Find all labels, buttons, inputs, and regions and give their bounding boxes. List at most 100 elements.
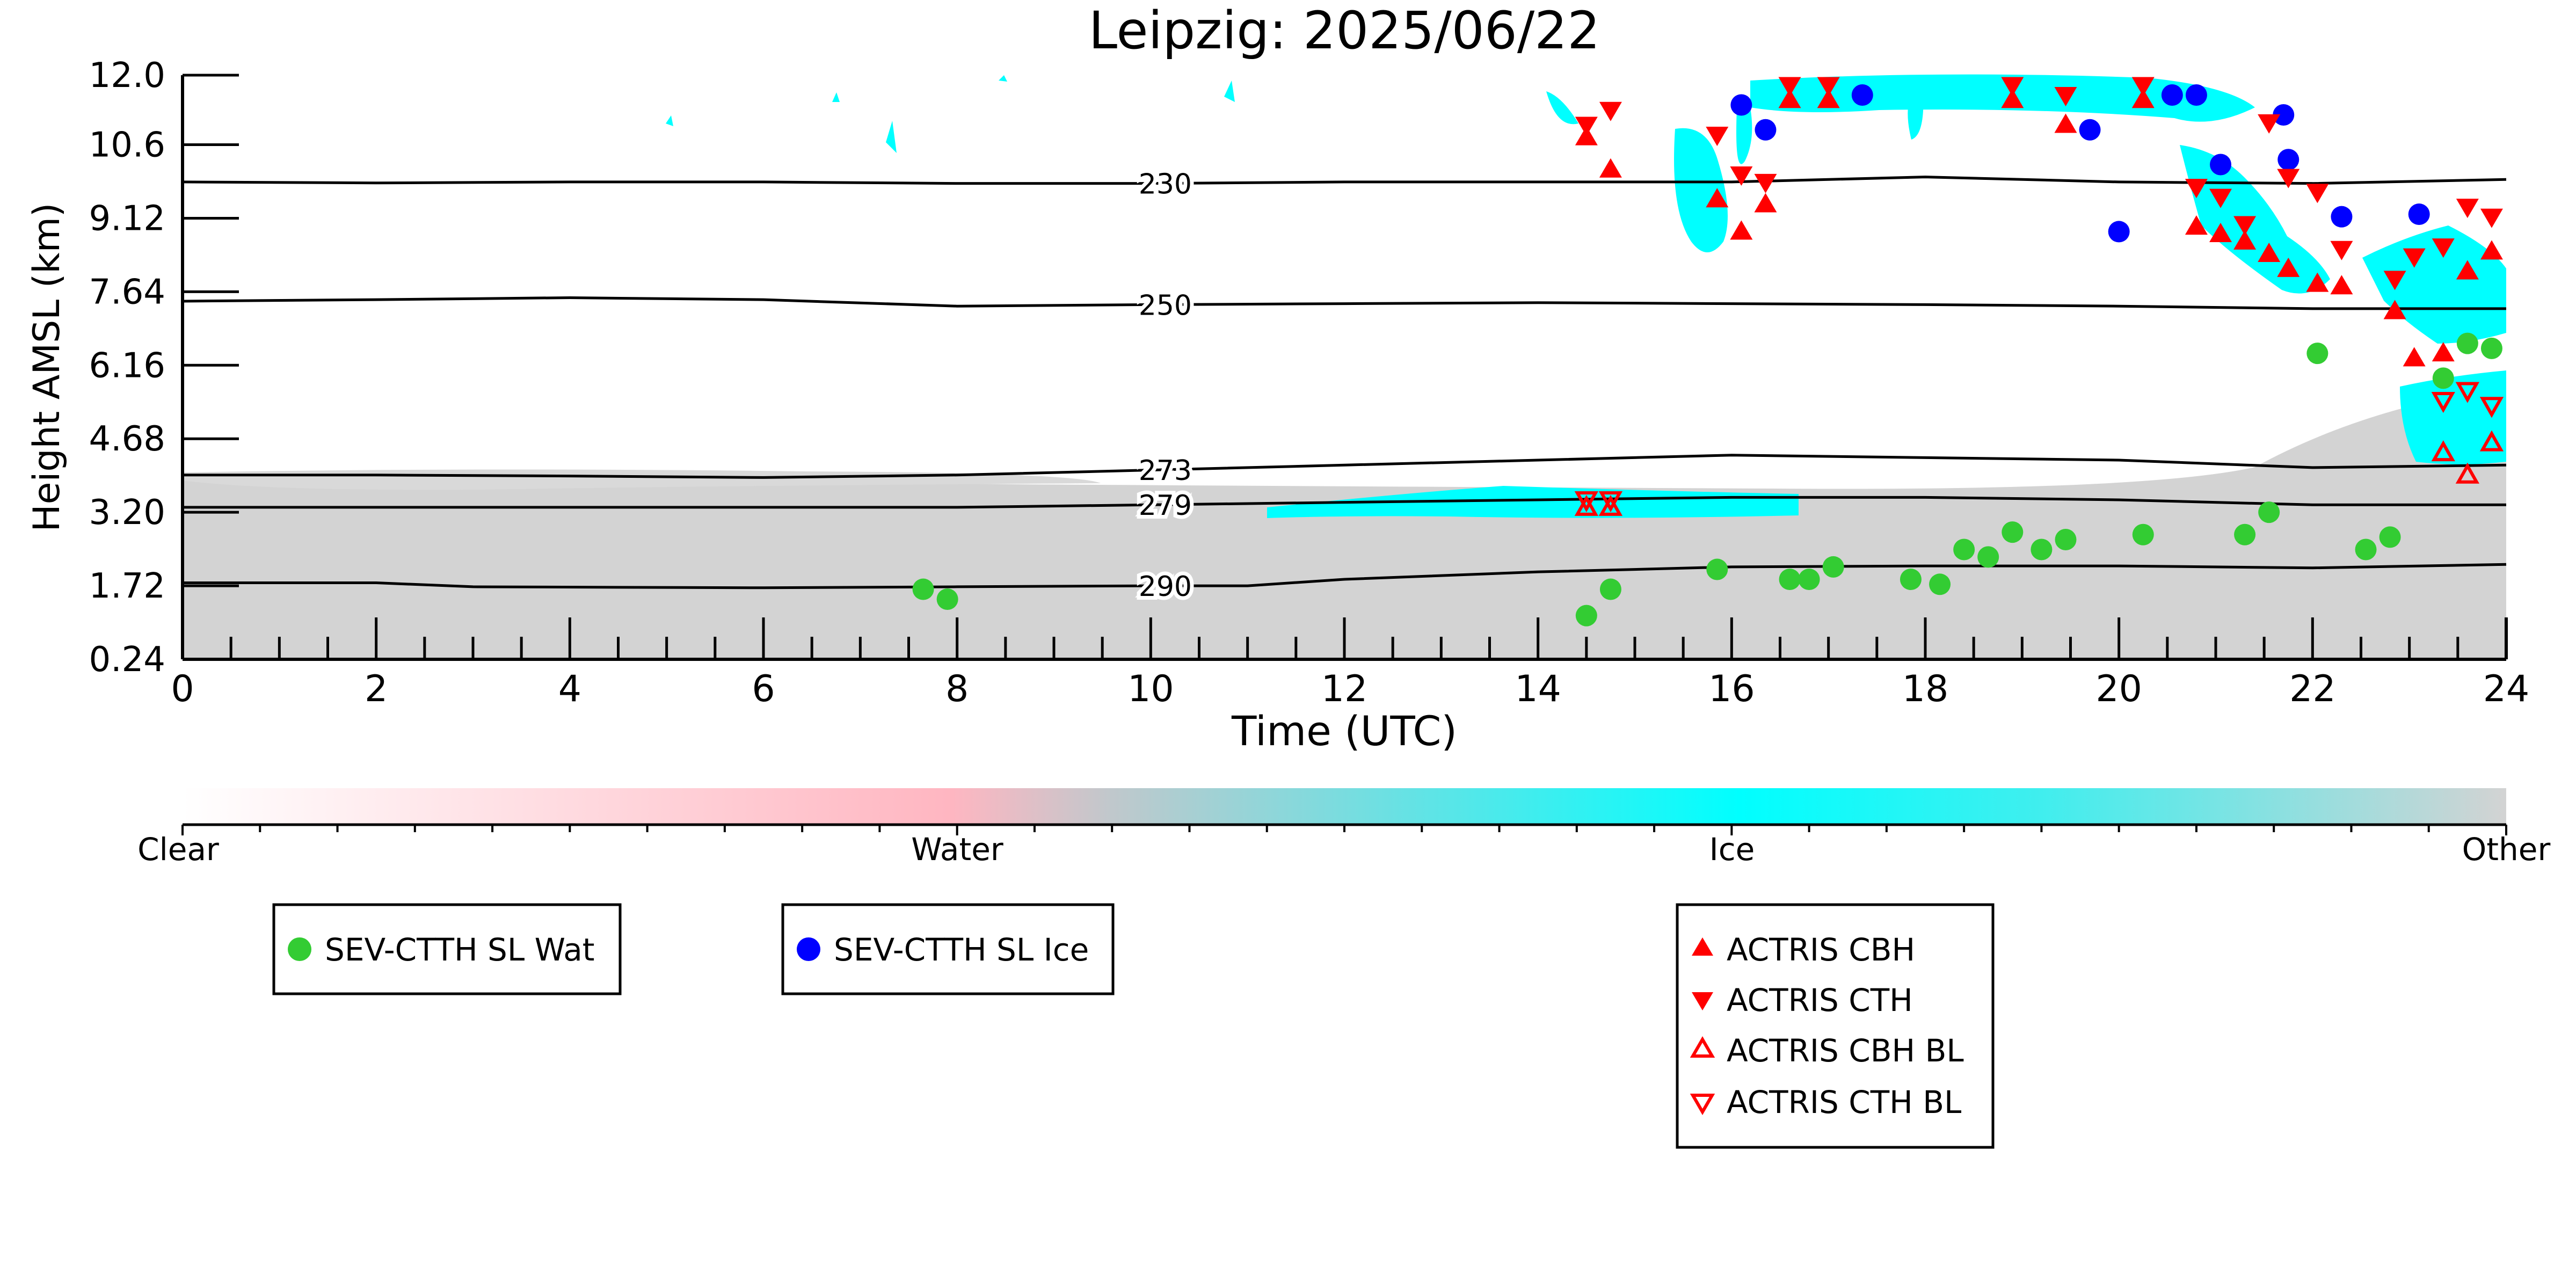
colorbar-label-other: Other (2462, 831, 2551, 868)
y-tick-label: 1.72 (89, 566, 166, 606)
legend-sev-ice: SEV-CTTH SL Ice (781, 903, 1115, 995)
x-tick-label: 14 (1515, 668, 1561, 710)
x-ticks: 0 2 4 6 8 10 12 14 16 18 20 22 24 (171, 617, 2529, 710)
marker-sev-ctth-sl-wat (2306, 343, 2328, 365)
marker-actris-cbh (1599, 158, 1622, 178)
marker-sev-ctth-sl-wat (1900, 569, 1922, 591)
marker-actris-cbh (1730, 220, 1753, 240)
marker-sev-ctth-sl-wat (1798, 569, 1820, 591)
marker-actris-cbh (2383, 300, 2406, 319)
marker-sev-ctth-sl-wat (1779, 569, 1801, 591)
marker-actris-cth (1817, 77, 1840, 97)
marker-actris-cth (2001, 77, 2024, 97)
isotherm-label-250: 250 (1139, 289, 1192, 322)
marker-sev-ctth-sl-wat (2355, 539, 2377, 561)
marker-actris-cth (2258, 114, 2281, 134)
x-tick-label: 6 (752, 668, 775, 710)
ice-low-layer (1267, 486, 1799, 518)
marker-actris-cth (1778, 77, 1801, 97)
marker-sev-ctth-sl-wat (2480, 337, 2502, 359)
marker-actris-cth-bl (1598, 491, 1623, 513)
isotherm-279 (183, 496, 2506, 509)
marker-actris-cbh (2277, 257, 2300, 277)
marker-actris-cth (1754, 173, 1777, 193)
marker-actris-cth (2306, 184, 2329, 203)
chart-title: Leipzig: 2025/06/22 (1089, 1, 1600, 61)
marker-sev-ctth-sl-ice (2161, 84, 2183, 106)
y-tick-label: 3.20 (89, 493, 166, 533)
legend-sev-wat: SEV-CTTH SL Wat (272, 903, 622, 995)
marker-actris-cbh (2306, 272, 2329, 292)
marker-actris-cbh (2131, 89, 2155, 108)
marker-actris-cth-bl (1574, 491, 1598, 513)
ice-high-clouds (666, 74, 2506, 464)
marker-actris-cth-bl (2479, 397, 2504, 418)
x-tick-label: 20 (2095, 668, 2142, 710)
marker-sev-ctth-sl-wat (912, 578, 934, 600)
colorbar-label-ice: Ice (1709, 831, 1755, 868)
marker-sev-ctth-sl-ice (2408, 203, 2430, 225)
marker-sev-ctth-sl-ice (2273, 104, 2295, 126)
marker-sev-ctth-sl-wat (1575, 605, 1597, 627)
marker-actris-cth (1599, 101, 1622, 121)
legend-marker-cth (1692, 992, 1713, 1010)
marker-sev-ctth-sl-wat (2132, 523, 2154, 545)
x-tick-label: 10 (1127, 668, 1174, 710)
marker-sev-ctth-sl-ice (1851, 84, 1873, 106)
axes: 0 2 4 6 8 10 12 14 16 18 20 22 24 0.241.723.204.686.… (89, 56, 2530, 710)
marker-actris-cbh (1817, 89, 1840, 108)
other-layer (183, 387, 2506, 659)
marker-actris-cth (2054, 87, 2077, 107)
legend-label-sev-ice: SEV-CTTH SL Ice (834, 932, 1089, 968)
marker-actris-cth (1575, 117, 1598, 136)
marker-sev-ctth-sl-wat (1929, 573, 1951, 595)
marker-sev-ctth-sl-wat (2234, 523, 2256, 545)
marker-actris-cth (2432, 238, 2455, 258)
marker-actris-cbh (2258, 243, 2281, 263)
y-tick-label: 6.16 (89, 346, 166, 385)
marker-actris-cth (2131, 77, 2155, 97)
legend-label-sev-wat: SEV-CTTH SL Wat (325, 932, 595, 968)
marker-sev-ctth-sl-wat (2456, 332, 2478, 354)
marker-actris-cbh (2209, 223, 2232, 243)
marker-sev-ctth-sl-wat (1953, 539, 1975, 561)
marker-sev-ctth-sl-ice (2210, 154, 2232, 176)
colorbar: Clear Water Ice Other (137, 788, 2550, 868)
marker-sev-ctth-sl-wat (1822, 556, 1844, 578)
legend-actris: ACTRIS CBH ACTRIS CTH ACTRIS CBH BL ACTR… (1676, 903, 1995, 1149)
marker-actris-cbh (2233, 230, 2257, 250)
marker-actris-cbh (2432, 342, 2455, 362)
marker-actris-cbh (1706, 188, 1729, 208)
x-axis-label: Time (UTC) (1231, 707, 1457, 755)
x-tick-label: 24 (2483, 668, 2530, 710)
legend-label-cth-bl: ACTRIS CTH BL (1727, 1084, 1961, 1120)
marker-actris-cbh-bl (2479, 430, 2504, 452)
marker-actris-cth (2233, 216, 2257, 236)
marker-actris-cth (1706, 127, 1729, 147)
marker-actris-cth (2330, 241, 2353, 260)
marker-actris-cth (2277, 169, 2300, 188)
legend-marker-sev-wat (288, 937, 311, 961)
colorbar-label-clear: Clear (137, 831, 219, 868)
marker-actris-cbh (2456, 260, 2479, 280)
x-tick-label: 0 (171, 668, 194, 710)
marker-actris-cbh (2185, 215, 2208, 235)
legend-label-cbh: ACTRIS CBH (1727, 932, 1915, 968)
y-axis-label: Height AMSL (km) (26, 203, 68, 532)
legend-label-cth: ACTRIS CTH (1727, 982, 1913, 1018)
legend-marker-cbh (1692, 937, 1713, 956)
legend-marker-cbh-bl (1690, 1036, 1715, 1058)
marker-sev-ctth-sl-wat (1706, 558, 1728, 580)
y-tick-label: 7.64 (89, 272, 166, 312)
x-tick-label: 8 (945, 668, 969, 710)
colorbar-label-water: Water (911, 831, 1003, 868)
x-tick-label: 4 (558, 668, 581, 710)
marker-actris-cbh (2480, 240, 2503, 260)
isotherm-label-273: 273 (1139, 455, 1192, 487)
markers (912, 77, 2504, 627)
marker-actris-cth (1730, 166, 1753, 186)
isotherm-230 (182, 176, 2507, 185)
colorbar-gradient (183, 788, 2506, 825)
